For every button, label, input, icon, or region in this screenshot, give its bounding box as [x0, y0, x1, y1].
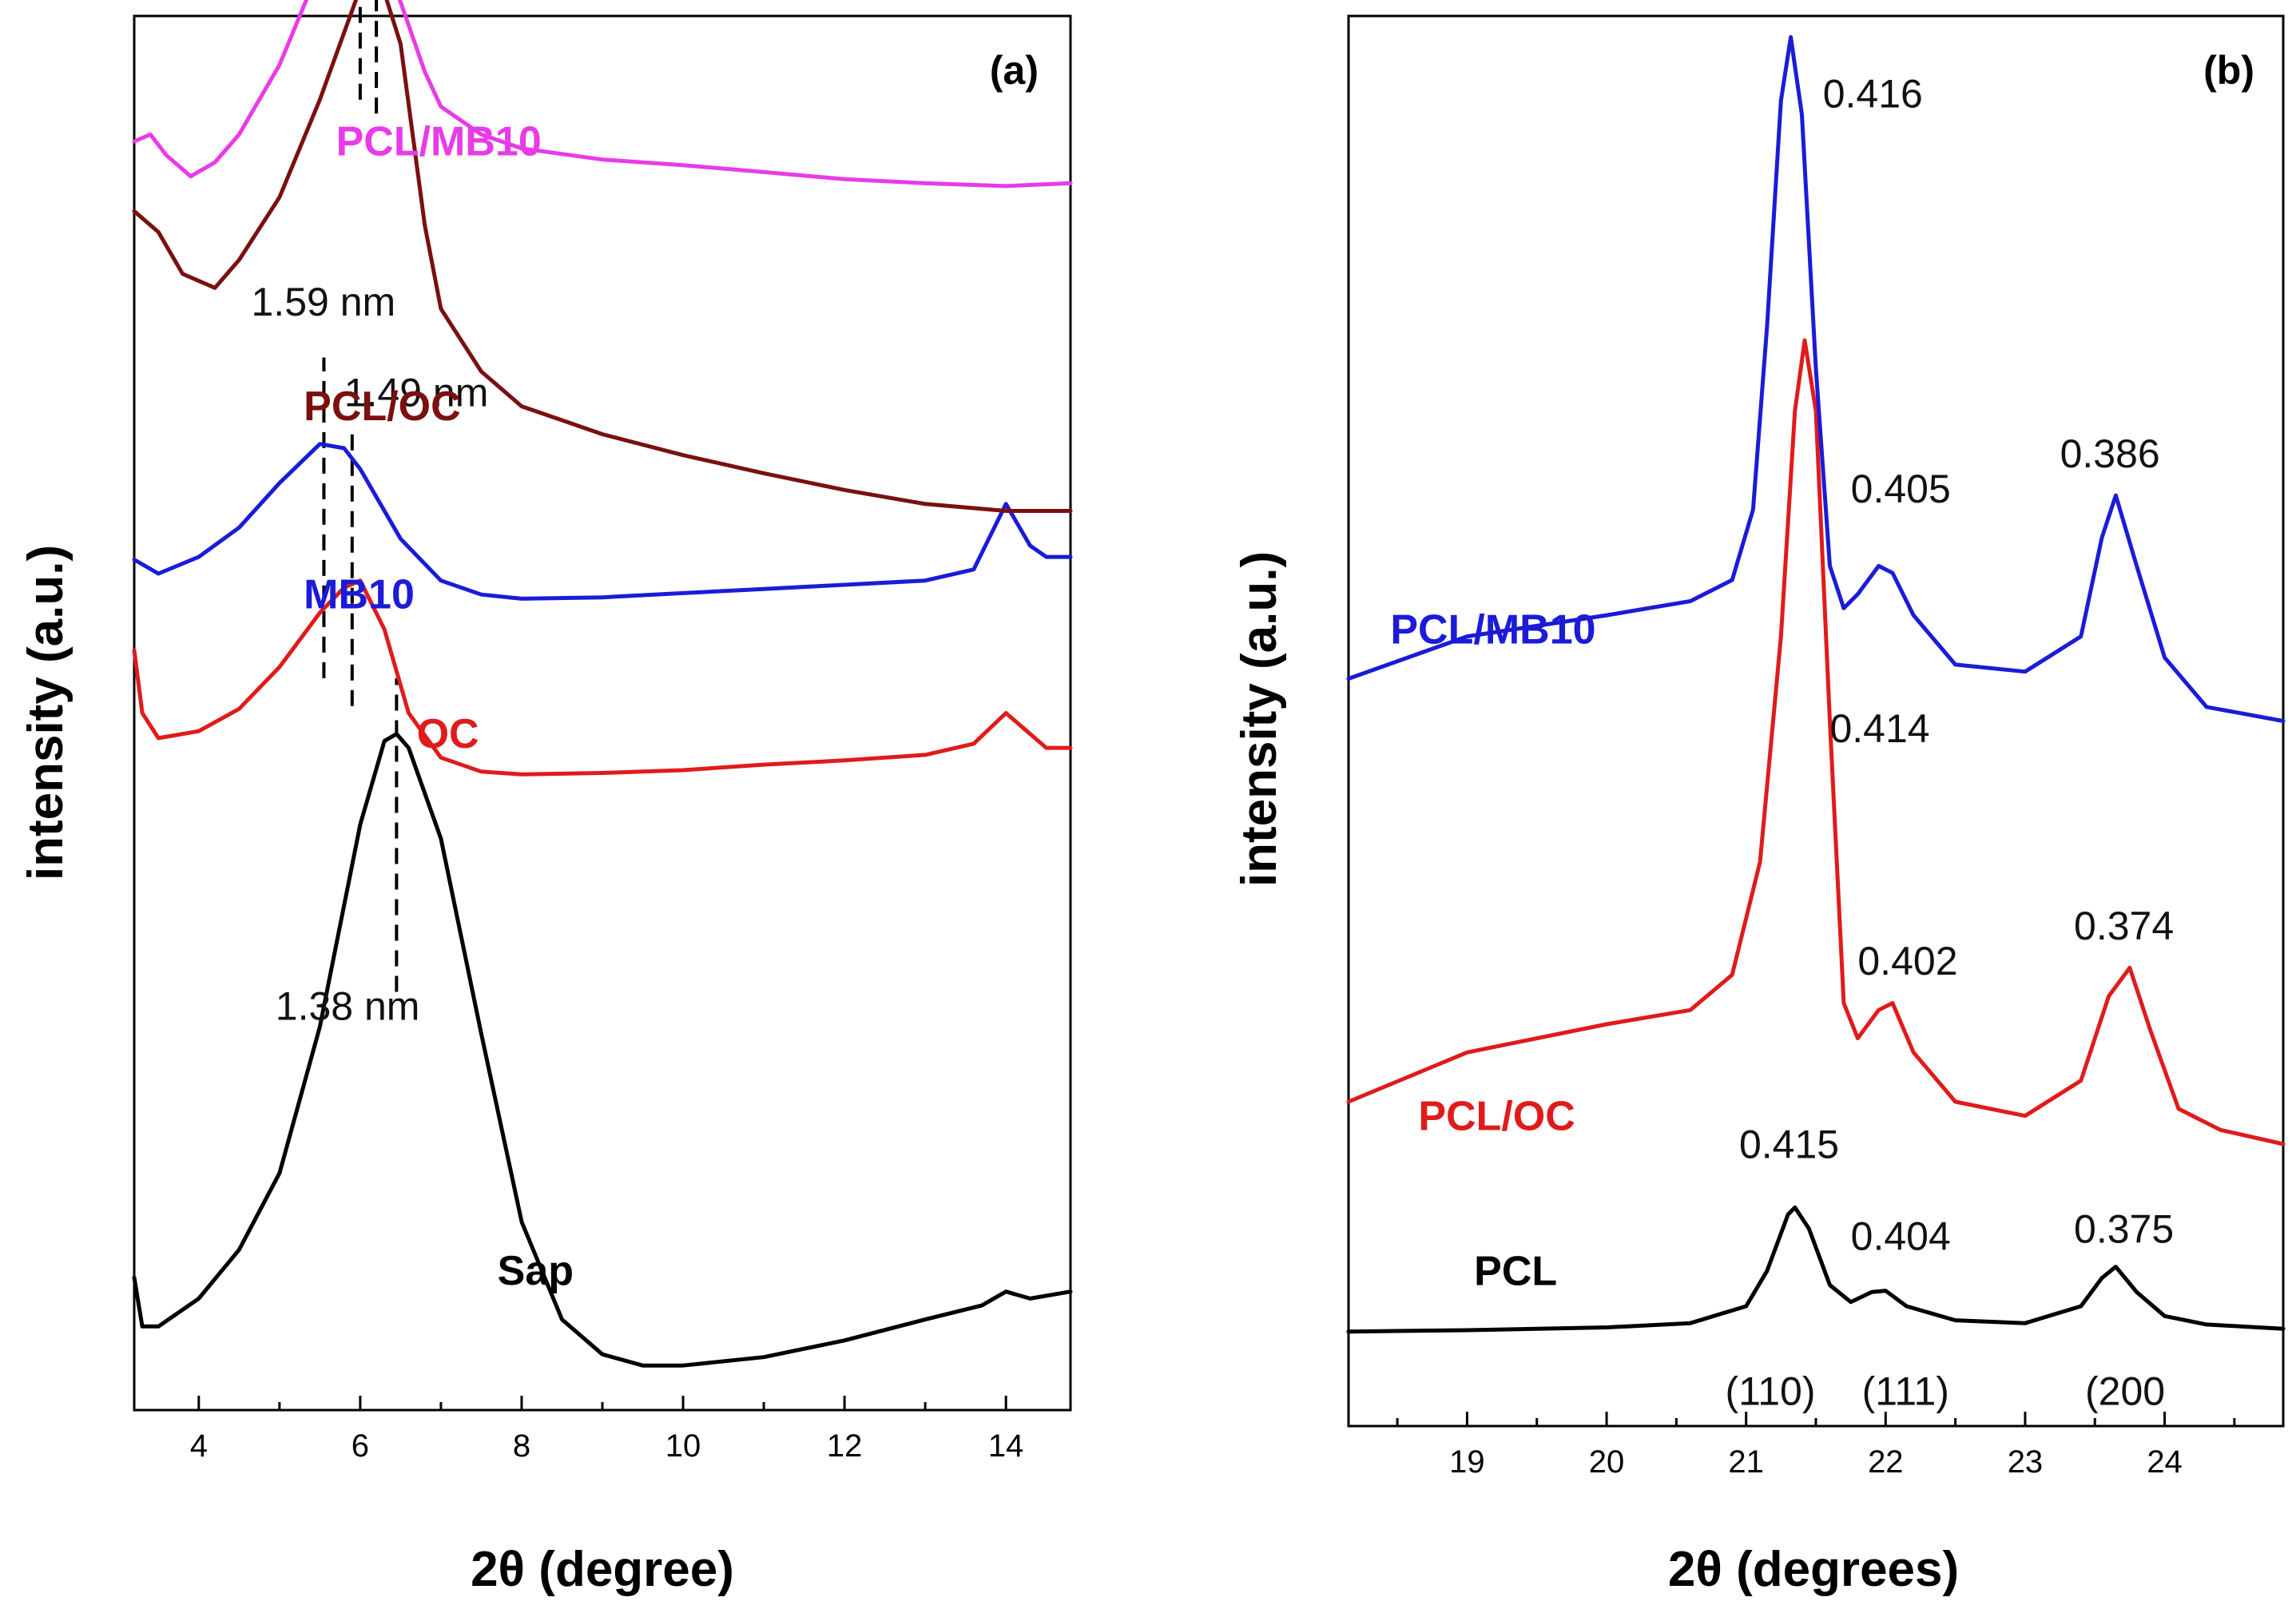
annotation-label: 0.375 [2074, 1207, 2174, 1252]
panel-a-curves [132, 0, 1073, 1368]
x-tick-label-a: 12 [827, 1428, 863, 1464]
panel-b-annotations: 0.416 0.405 0.386 0.414 0.402 0.374 0.415 0.404… [1390, 72, 2174, 1414]
series-mb10-a [132, 442, 1073, 601]
annotation-label: 0.404 [1851, 1214, 1951, 1258]
x-tick-label-b: 21 [1728, 1444, 1764, 1480]
series-pcl-mb10-b [1346, 35, 2286, 723]
x-tick-label-a: 6 [352, 1428, 369, 1464]
annotation-label: 0.374 [2074, 904, 2174, 948]
annotation-label: 0.405 [1851, 467, 1951, 511]
panel-a-y-axis-label: intensity (a.u.) [18, 545, 73, 880]
x-tick-label-a: 8 [513, 1428, 530, 1464]
series-label-pcl-oc: PCL/OC [1418, 1093, 1575, 1139]
annotation-label: 0.386 [2060, 431, 2160, 476]
panel-b-y-axis-label: intensity (a.u.) [1232, 551, 1287, 887]
panel-b: 19 20 21 22 23 24 0.4160.4050.3860.4140.4020.… [1232, 14, 2286, 1597]
series-pcl-mb10-a [132, 0, 1073, 189]
series-label-oc: OC [417, 711, 479, 757]
series-oc-a [132, 578, 1073, 777]
annotation-label: 0.402 [1857, 939, 1957, 983]
x-tick-label-a: 14 [988, 1428, 1024, 1464]
annotation-label: 0.416 [1823, 72, 1923, 117]
panel-b-x-ticks: 19 20 21 22 23 24 [1396, 1412, 2236, 1480]
annotation-label: (111) [1862, 1369, 1949, 1414]
panel-b-label: (b) [2203, 48, 2254, 93]
series-pcl-b [1346, 1205, 2286, 1334]
series-label-pcl-mb10: PCL/MB10 [1390, 606, 1595, 653]
panel-b-x-axis-label: 2θ (degrees) [1668, 1542, 1959, 1597]
annotation-label: (200 [2085, 1369, 2165, 1414]
annotation-label: 1.49 nm [344, 371, 489, 415]
x-tick-label-b: 24 [2147, 1444, 2183, 1480]
x-tick-label-a: 10 [665, 1428, 701, 1464]
series-pcl-oc-a [132, 0, 1073, 513]
panel-a-reference-lines [322, 0, 399, 992]
panel-a-label: (a) [990, 48, 1039, 93]
x-tick-label-a: 4 [190, 1428, 208, 1464]
x-tick-label-b: 20 [1589, 1444, 1625, 1480]
series-pcl-oc-b [1346, 338, 2286, 1146]
series-label-mb10: MB10 [304, 572, 415, 618]
series-label-pcl-mb10: PCL/MB10 [336, 119, 542, 165]
panel-a-frame [133, 14, 1072, 1412]
panel-a-x-axis-label: 2θ (degree) [471, 1542, 734, 1597]
series-sap-a [132, 732, 1073, 1368]
annotation-label: 1.59 nm [252, 280, 396, 324]
x-tick-label-b: 23 [2008, 1444, 2044, 1480]
annotation-label: 0.414 [1829, 706, 1929, 751]
series-label-sap: Sap [498, 1248, 574, 1294]
x-tick-label-b: 19 [1449, 1444, 1485, 1480]
annotation-label: (110) [1725, 1369, 1815, 1414]
series-label-pcl: PCL [1474, 1249, 1557, 1295]
panel-a-annotations: 1.451.41 nm1.59 nm1.49 nm1.38 nmPCL/MB10… [252, 119, 574, 1294]
x-tick-label-b: 22 [1868, 1444, 1904, 1480]
series-label-pcl-oc: PCL/OC [304, 383, 460, 430]
panel-b-curves [1346, 35, 2286, 1334]
annotation-label: 1.38 nm [276, 983, 420, 1028]
panel-a-x-ticks: 4 6 8 10 12 14 [190, 1396, 1024, 1464]
annotation-label: 0.415 [1739, 1122, 1839, 1167]
